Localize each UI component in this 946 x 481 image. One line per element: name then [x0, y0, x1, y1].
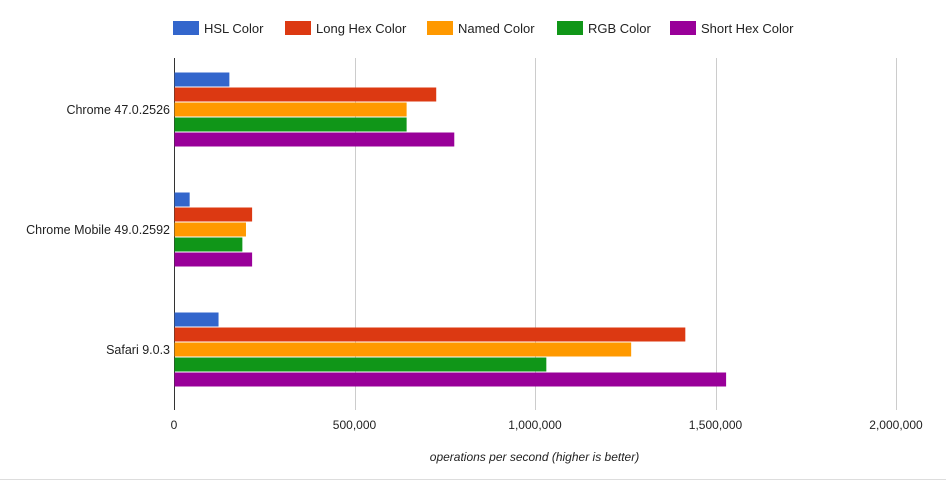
category-label: Chrome Mobile 49.0.2592	[26, 223, 170, 237]
bar	[174, 237, 243, 252]
legend-label: RGB Color	[588, 21, 652, 36]
x-tick-label: 1,500,000	[689, 418, 743, 432]
x-tick-label: 2,000,000	[869, 418, 923, 432]
x-axis-label: operations per second (higher is better)	[430, 450, 639, 464]
bars	[174, 72, 727, 387]
bar	[174, 357, 547, 372]
bar	[174, 372, 727, 387]
bar	[174, 72, 230, 87]
x-tick-label: 1,000,000	[508, 418, 562, 432]
bar	[174, 312, 219, 327]
bar	[174, 342, 632, 357]
bar	[174, 327, 686, 342]
bar	[174, 207, 253, 222]
x-tick-label: 0	[171, 418, 178, 432]
bar	[174, 252, 253, 267]
legend-swatch	[427, 21, 453, 35]
bar	[174, 132, 455, 147]
legend-swatch	[557, 21, 583, 35]
legend-swatch	[173, 21, 199, 35]
x-tick-labels: 0 500,000 1,000,000 1,500,000 2,000,000	[171, 418, 923, 432]
legend-label: Named Color	[458, 21, 535, 36]
legend: HSL Color Long Hex Color Named Color RGB Co…	[173, 21, 794, 36]
bottom-divider	[0, 479, 946, 480]
bar	[174, 87, 437, 102]
category-labels: Chrome 47.0.2526 Chrome Mobile 49.0.2592 S…	[26, 103, 170, 357]
bar	[174, 102, 407, 117]
bar	[174, 222, 246, 237]
category-label: Chrome 47.0.2526	[66, 103, 170, 117]
bar	[174, 117, 407, 132]
legend-label: Short Hex Color	[701, 21, 794, 36]
bar	[174, 192, 190, 207]
x-tick-label: 500,000	[333, 418, 377, 432]
legend-swatch	[670, 21, 696, 35]
legend-label: Long Hex Color	[316, 21, 407, 36]
legend-swatch	[285, 21, 311, 35]
category-label: Safari 9.0.3	[106, 343, 170, 357]
legend-label: HSL Color	[204, 21, 264, 36]
